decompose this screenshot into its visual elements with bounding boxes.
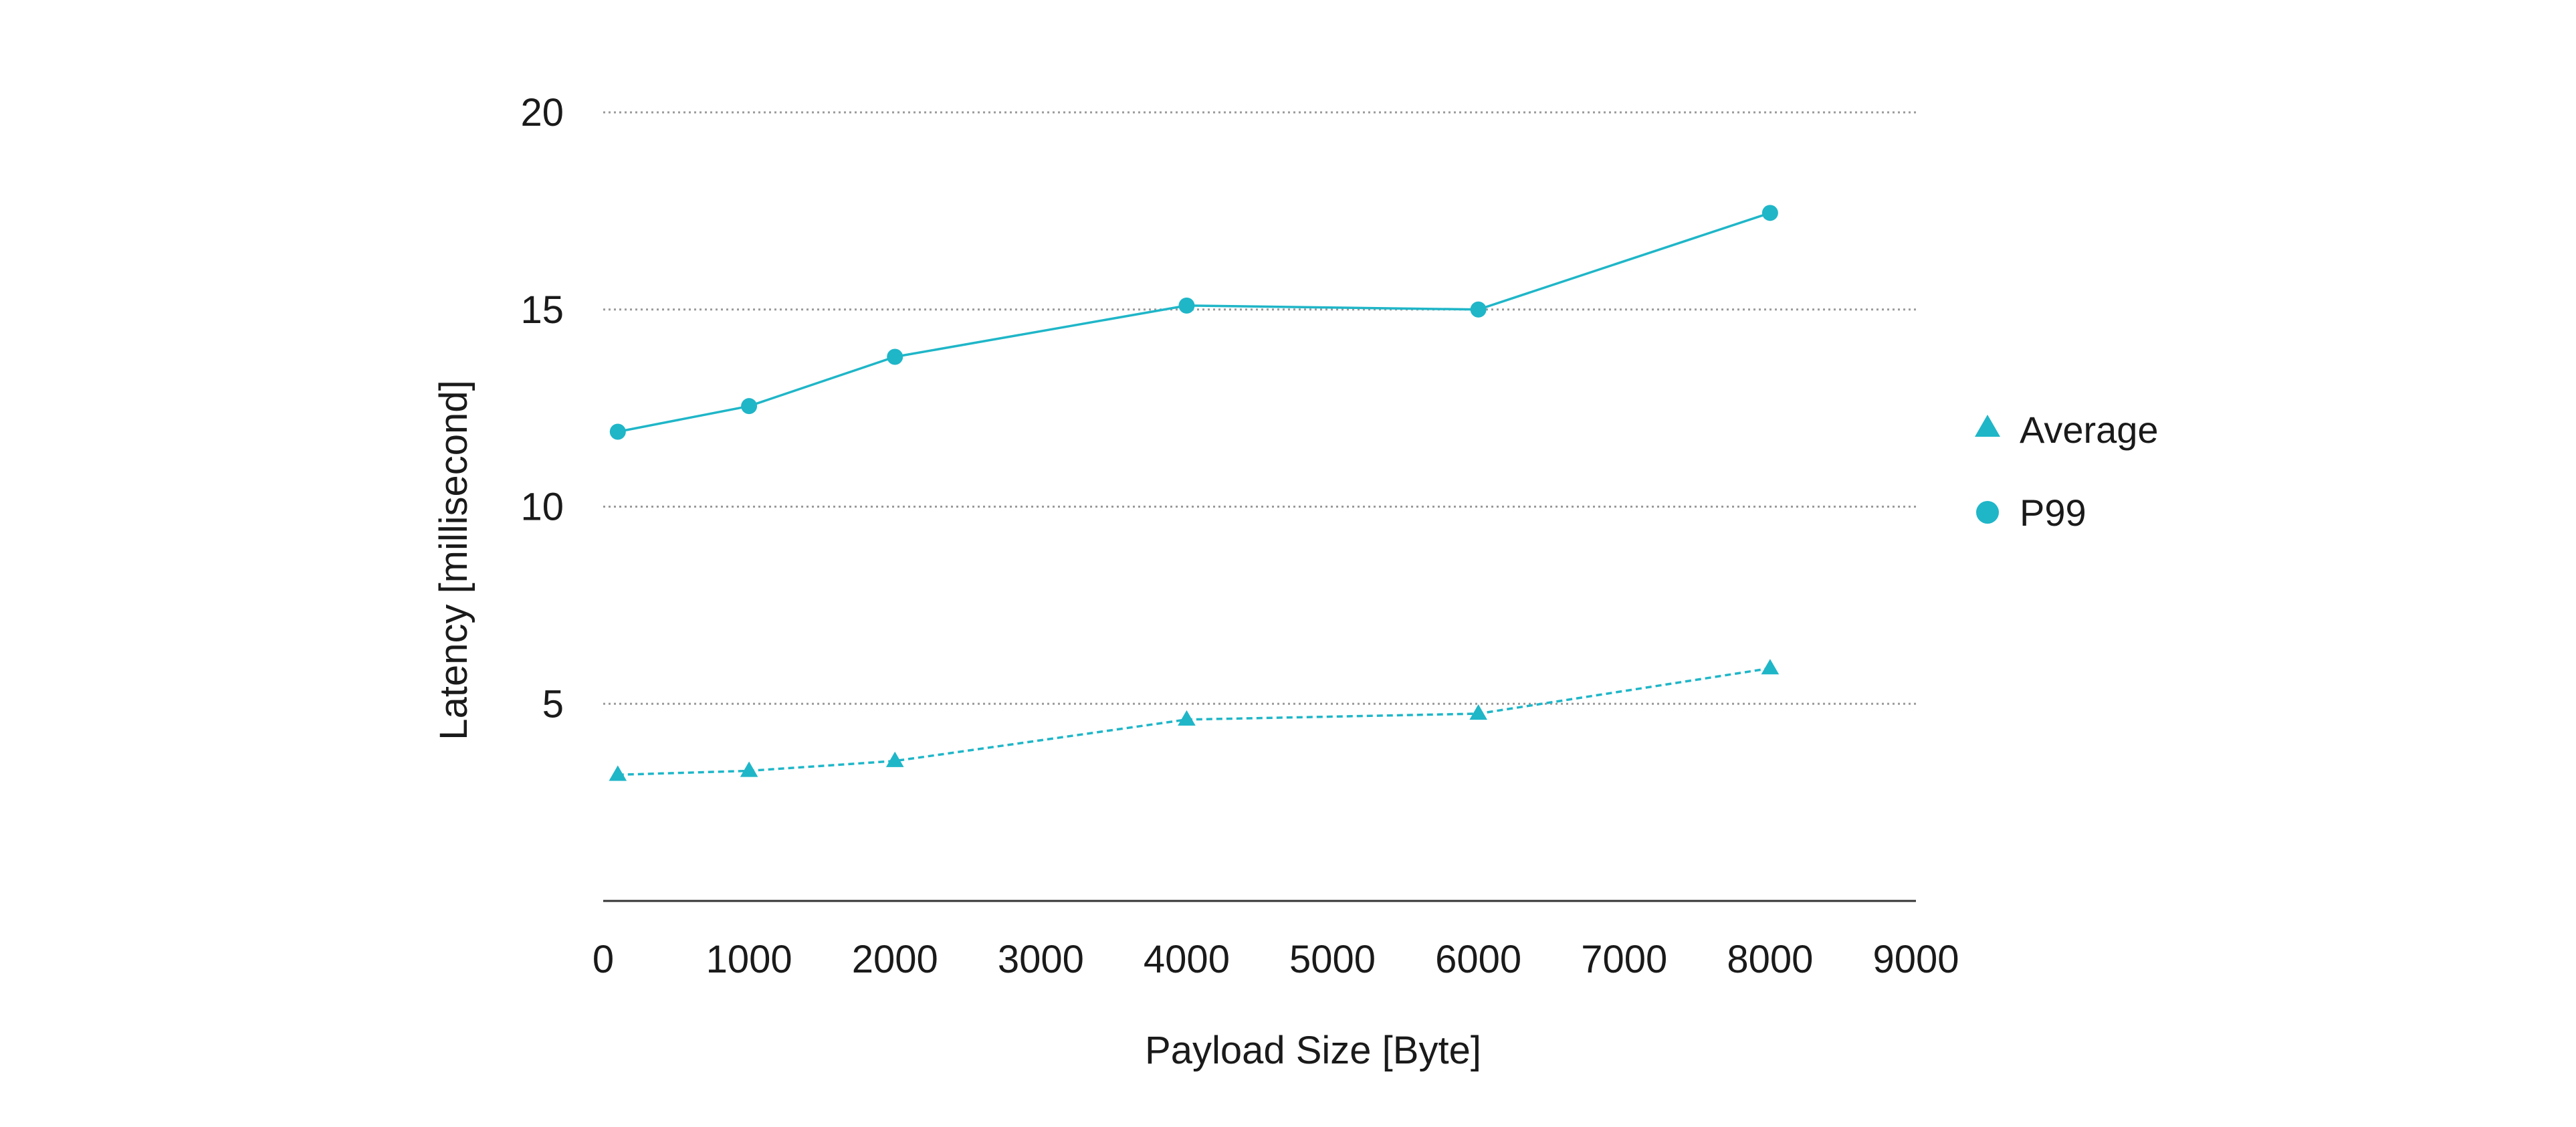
x-axis-title: Payload Size [Byte] — [1145, 1029, 1481, 1072]
y-tick-label: 5 — [542, 682, 564, 726]
y-tick-label: 15 — [520, 288, 564, 332]
data-point-average — [1469, 704, 1487, 720]
series-line-average — [617, 667, 1771, 777]
x-tick-labels: 0 1000 2000 3000 4000 5000 6000 7000 8000 9000 — [593, 938, 1959, 981]
data-point-p99 — [1761, 205, 1778, 221]
data-point-p99 — [609, 423, 626, 440]
x-tick-label: 7000 — [1581, 938, 1667, 981]
x-tick-label: 4000 — [1144, 938, 1230, 981]
legend-marker-circle — [1976, 501, 1999, 524]
data-point-average — [1178, 710, 1196, 726]
data-point-average — [885, 751, 904, 767]
legend: Average P99 — [1975, 409, 2159, 534]
x-tick-label: 6000 — [1435, 938, 1521, 981]
x-tick-label: 8000 — [1727, 938, 1813, 981]
legend-label: Average — [2020, 409, 2159, 451]
data-point-p99 — [887, 348, 903, 365]
y-axis-title: Latency [millisecond] — [432, 380, 475, 740]
series-p99 — [609, 205, 1778, 440]
series-average — [609, 659, 1780, 781]
legend-label: P99 — [2020, 492, 2086, 534]
data-point-p99 — [1470, 301, 1487, 318]
y-tick-label: 10 — [520, 486, 564, 529]
x-tick-label: 9000 — [1872, 938, 1959, 981]
legend-item-p99: P99 — [1976, 492, 2086, 534]
gridlines — [603, 111, 1916, 705]
data-point-p99 — [741, 398, 758, 415]
data-point-average — [609, 765, 627, 781]
data-point-average — [1761, 659, 1780, 675]
series-layer — [609, 205, 1780, 781]
y-tick-label: 20 — [520, 91, 564, 134]
x-tick-label: 5000 — [1289, 938, 1376, 981]
x-tick-label: 2000 — [852, 938, 938, 981]
legend-item-average: Average — [1975, 409, 2159, 451]
data-point-p99 — [1178, 297, 1195, 314]
legend-marker-triangle — [1975, 415, 2000, 437]
x-tick-label: 1000 — [706, 938, 792, 981]
y-tick-labels: 5 10 15 20 — [520, 91, 564, 726]
x-tick-label: 3000 — [998, 938, 1084, 981]
x-tick-label: 0 — [593, 938, 614, 981]
data-point-average — [740, 761, 758, 777]
series-line-p99 — [617, 211, 1771, 433]
